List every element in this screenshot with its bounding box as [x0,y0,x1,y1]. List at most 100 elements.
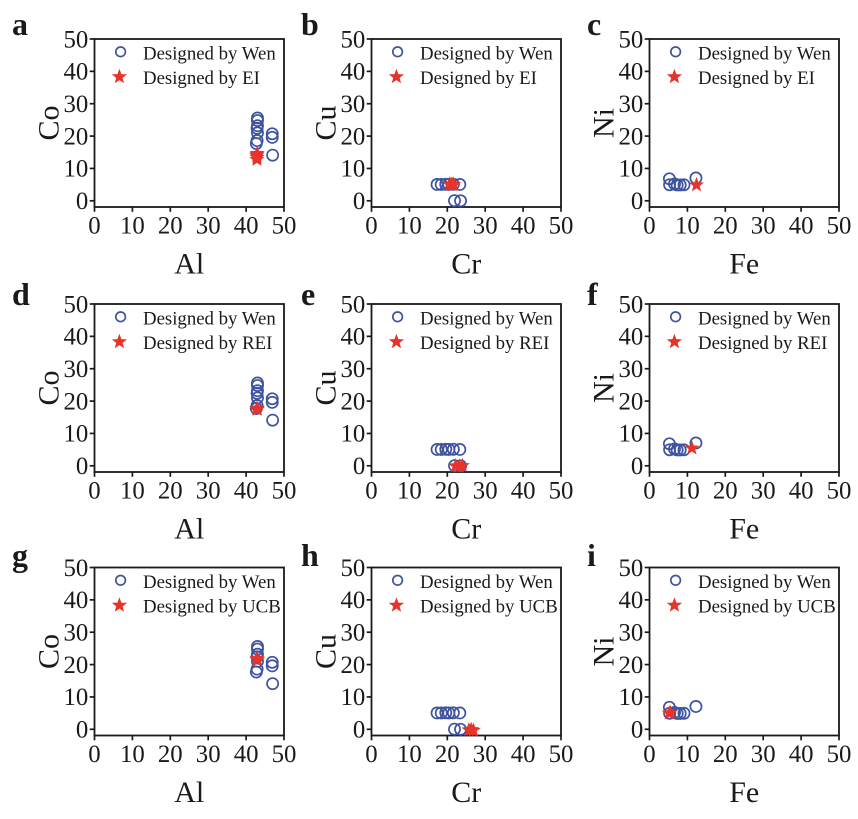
svg-text:Fe: Fe [729,248,759,281]
svg-text:Designed by EI: Designed by EI [698,68,815,89]
svg-text:Ni: Ni [588,637,621,667]
svg-text:50: 50 [272,212,297,239]
svg-text:Al: Al [174,776,204,809]
svg-text:0: 0 [88,477,100,504]
svg-text:0: 0 [76,453,88,480]
svg-text:40: 40 [511,741,536,768]
svg-text:10: 10 [397,477,422,504]
svg-text:Designed by EI: Designed by EI [420,68,537,89]
svg-text:50: 50 [619,26,644,53]
svg-text:20: 20 [435,477,460,504]
svg-text:Designed by Wen: Designed by Wen [143,309,276,330]
svg-text:20: 20 [713,212,738,239]
svg-text:e: e [301,276,315,312]
svg-text:30: 30 [341,91,366,118]
svg-text:30: 30 [751,741,776,768]
svg-text:10: 10 [64,156,89,183]
svg-text:0: 0 [631,717,643,744]
svg-text:50: 50 [64,555,89,582]
svg-text:10: 10 [675,212,700,239]
svg-text:50: 50 [272,741,297,768]
svg-text:10: 10 [341,156,366,183]
svg-text:30: 30 [196,741,221,768]
svg-text:b: b [301,6,319,42]
svg-text:20: 20 [619,123,644,150]
svg-text:30: 30 [196,477,221,504]
svg-text:40: 40 [511,212,536,239]
svg-text:10: 10 [619,421,644,448]
svg-text:20: 20 [713,477,738,504]
svg-text:20: 20 [341,123,366,150]
svg-text:20: 20 [341,388,366,415]
svg-text:0: 0 [353,188,365,215]
svg-text:50: 50 [619,291,644,318]
svg-text:Designed by Wen: Designed by Wen [420,309,553,330]
svg-text:20: 20 [158,741,183,768]
svg-text:Designed by Wen: Designed by Wen [420,572,553,593]
svg-text:50: 50 [549,477,574,504]
svg-text:Designed by EI: Designed by EI [143,68,260,89]
svg-text:Designed by Wen: Designed by Wen [420,44,553,65]
svg-text:Fe: Fe [729,513,759,546]
svg-text:0: 0 [76,188,88,215]
svg-text:10: 10 [341,421,366,448]
svg-text:40: 40 [234,212,259,239]
svg-text:10: 10 [675,477,700,504]
svg-text:Designed by UCB: Designed by UCB [143,596,281,617]
svg-text:Designed by REI: Designed by REI [143,333,272,354]
svg-text:0: 0 [365,477,377,504]
svg-text:0: 0 [353,453,365,480]
svg-text:20: 20 [158,477,183,504]
svg-text:Designed by REI: Designed by REI [420,333,549,354]
svg-text:40: 40 [619,59,644,86]
svg-text:20: 20 [64,123,89,150]
svg-text:Cu: Cu [310,105,343,140]
svg-text:0: 0 [88,741,100,768]
svg-text:Ni: Ni [588,108,621,138]
svg-text:30: 30 [341,356,366,383]
svg-text:0: 0 [631,453,643,480]
svg-text:10: 10 [397,741,422,768]
svg-text:10: 10 [120,741,145,768]
svg-text:Designed by REI: Designed by REI [698,333,827,354]
svg-text:50: 50 [827,741,852,768]
svg-text:50: 50 [549,741,574,768]
svg-text:Designed by Wen: Designed by Wen [698,572,831,593]
svg-text:h: h [301,537,319,573]
svg-text:Designed by UCB: Designed by UCB [420,596,558,617]
svg-text:30: 30 [619,620,644,647]
svg-text:Designed by Wen: Designed by Wen [698,309,831,330]
svg-text:50: 50 [341,26,366,53]
svg-text:40: 40 [64,587,89,614]
svg-text:0: 0 [353,717,365,744]
svg-text:a: a [12,6,28,42]
svg-text:40: 40 [789,212,814,239]
svg-text:20: 20 [341,652,366,679]
svg-text:40: 40 [789,741,814,768]
svg-text:Cr: Cr [451,513,481,546]
svg-text:Al: Al [174,513,204,546]
svg-text:0: 0 [643,212,655,239]
svg-text:0: 0 [643,741,655,768]
svg-text:30: 30 [473,741,498,768]
svg-text:Designed by UCB: Designed by UCB [698,596,836,617]
svg-text:Ni: Ni [588,373,621,403]
svg-text:0: 0 [631,188,643,215]
svg-text:20: 20 [435,741,460,768]
svg-text:10: 10 [120,212,145,239]
svg-text:50: 50 [272,477,297,504]
svg-text:0: 0 [365,741,377,768]
svg-text:10: 10 [397,212,422,239]
svg-text:0: 0 [88,212,100,239]
svg-text:Co: Co [33,370,66,405]
svg-text:Co: Co [33,105,66,140]
svg-text:30: 30 [341,620,366,647]
svg-text:20: 20 [435,212,460,239]
svg-text:10: 10 [64,421,89,448]
svg-text:g: g [12,537,28,573]
svg-text:30: 30 [196,212,221,239]
svg-text:40: 40 [511,477,536,504]
svg-text:10: 10 [120,477,145,504]
svg-text:20: 20 [64,388,89,415]
svg-text:Cu: Cu [310,634,343,669]
